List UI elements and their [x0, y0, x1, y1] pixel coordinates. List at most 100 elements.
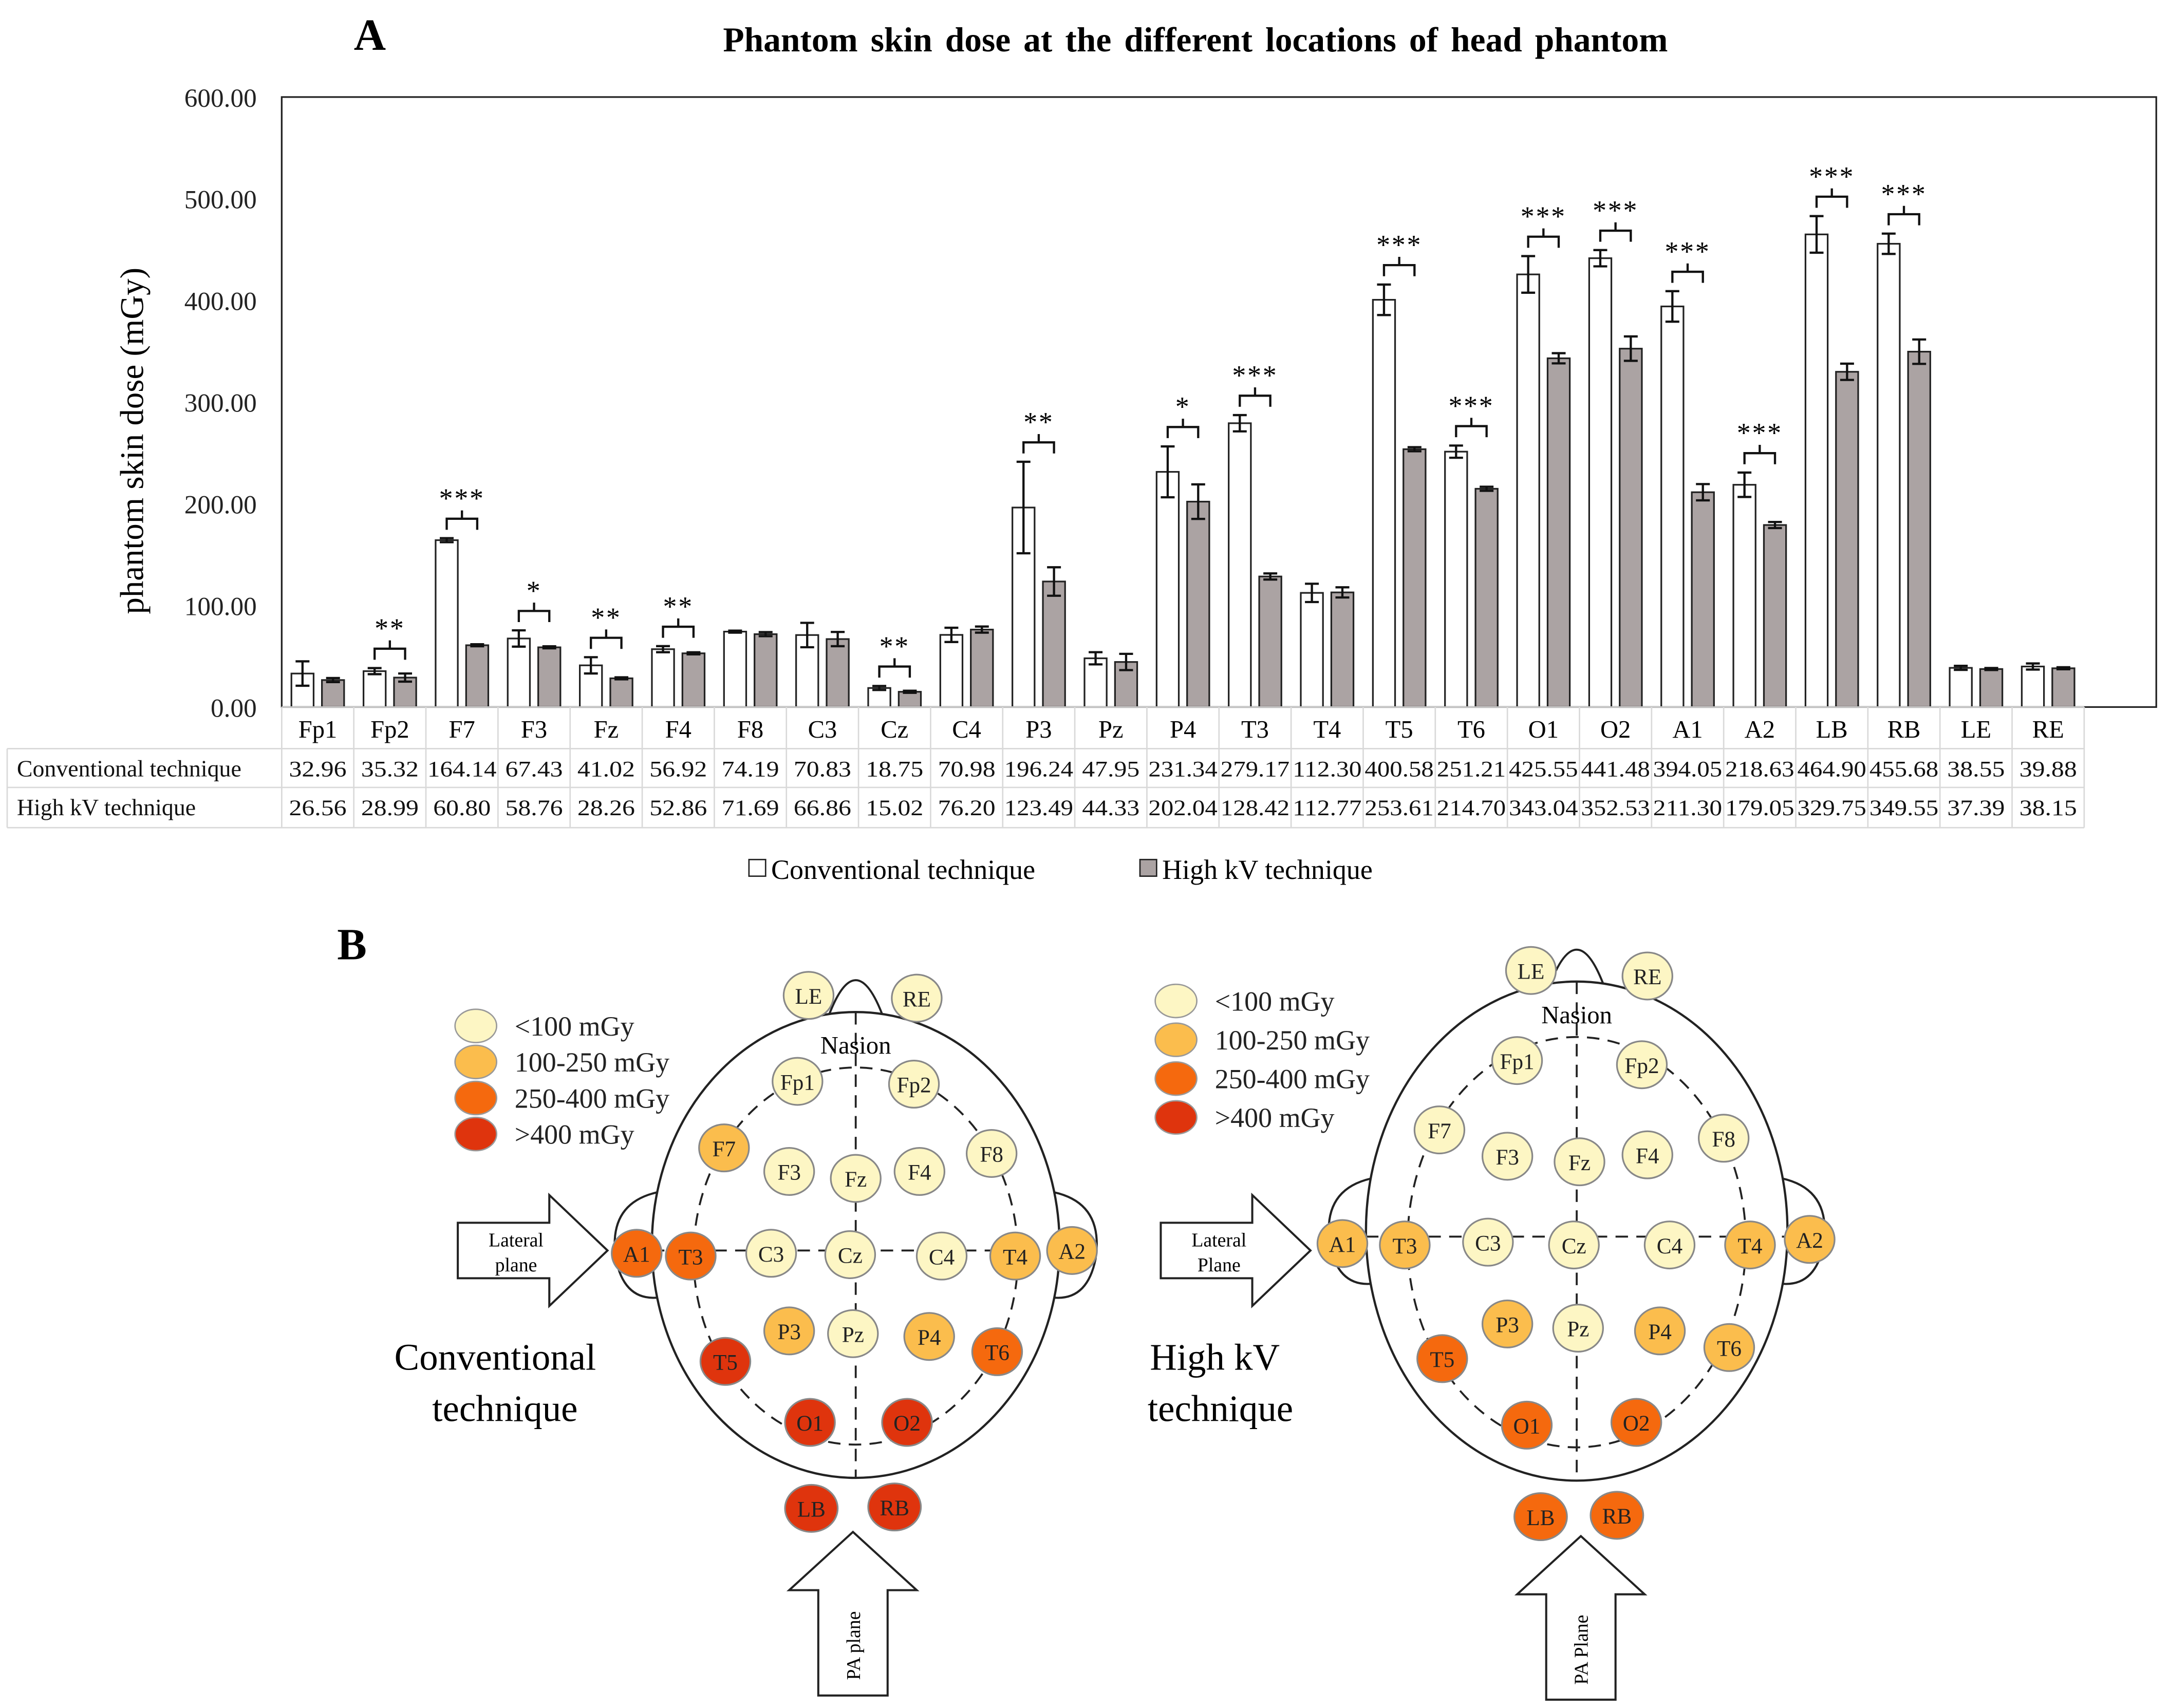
table-cell-conventional: 464.90: [1797, 757, 1866, 781]
head-diagram-conventional: Nasion <100 mGy 100-250 mGy 250-400 mGy >400…: [395, 971, 1098, 1697]
bar-conventional: [1300, 592, 1324, 708]
electrode-re: [891, 973, 943, 1023]
significance-stars: *: [1175, 391, 1191, 422]
electrode-c3: [1462, 1217, 1514, 1267]
chart-legend: Conventional technique High kV technique: [748, 854, 1373, 885]
bar-high-kv: [1979, 668, 2004, 708]
electrode-label: F7: [712, 1137, 736, 1161]
electrode-label: F4: [1636, 1144, 1659, 1168]
electrode-p4: [903, 1312, 955, 1361]
error-bar: [831, 631, 845, 648]
table-cell-high-kv: 112.77: [1293, 796, 1361, 820]
error-bar: [656, 645, 670, 653]
error-bar: [440, 537, 454, 543]
error-bar: [614, 676, 629, 681]
electrode-label: F4: [908, 1161, 931, 1185]
category-label: T4: [1313, 716, 1341, 743]
bar-high-kv: [1330, 591, 1355, 708]
significance-stars: *: [527, 575, 542, 606]
bar-conventional: [1083, 657, 1108, 708]
error-bar: [2026, 662, 2040, 671]
electrode-fp2: [1616, 1040, 1668, 1090]
category-label: Fz: [594, 716, 619, 743]
significance-stars: ***: [1665, 236, 1710, 267]
electrode-label: T6: [985, 1341, 1009, 1365]
table-row-label-conventional: Conventional technique: [17, 755, 241, 781]
error-bar: [1696, 483, 1710, 502]
table-cell-high-kv: 179.05: [1725, 796, 1794, 820]
error-bar: [398, 672, 413, 683]
error-bar: [1521, 255, 1536, 294]
significance-bracket: [445, 510, 479, 530]
category-label: P4: [1170, 716, 1196, 743]
electrode-label: C4: [929, 1245, 955, 1269]
electrode-pz: [1552, 1304, 1604, 1353]
legend-swatch-conventional: [748, 858, 766, 877]
table-cell-high-kv: 352.53: [1581, 796, 1650, 820]
electrode-label: F3: [777, 1161, 801, 1185]
legend-label: 100-250 mGy: [1215, 1025, 1370, 1056]
bar-high-kv: [970, 628, 994, 708]
electrode-label: T3: [1392, 1234, 1417, 1259]
significance-stars: ***: [1232, 360, 1278, 391]
electrode-label: Fp2: [896, 1074, 931, 1098]
electrode-lb: [784, 1484, 839, 1533]
electrode-fz: [830, 1154, 882, 1203]
table-cell-high-kv: 28.99: [361, 796, 419, 820]
electrode-rb: [867, 1482, 922, 1532]
bar-conventional: [362, 670, 387, 708]
bar-conventional: [1444, 451, 1468, 708]
electrode-rb: [1590, 1491, 1644, 1540]
significance-stars: **: [1023, 407, 1054, 438]
error-bar: [1335, 586, 1350, 599]
legend-label: 250-400 mGy: [1215, 1064, 1370, 1095]
table-cell-conventional: 56.92: [649, 757, 707, 781]
nose-outline: [827, 979, 885, 1018]
electrode-f4: [1621, 1130, 1673, 1179]
electrode-f4: [893, 1147, 946, 1196]
bar-high-kv: [754, 633, 778, 708]
bar-high-kv: [321, 679, 345, 708]
electrode-label: Cz: [838, 1244, 863, 1268]
electrode-f8: [965, 1129, 1018, 1178]
table-cell-conventional: 425.55: [1509, 757, 1578, 781]
bar-conventional: [1804, 233, 1829, 708]
electrode-label: Fp1: [1500, 1050, 1534, 1074]
electrode-label: RE: [1633, 965, 1661, 989]
bar-high-kv: [1835, 371, 1859, 708]
bar-conventional: [1372, 298, 1396, 708]
error-bar: [1737, 471, 1752, 498]
error-bar: [512, 629, 526, 648]
electrode-label: RB: [1602, 1505, 1632, 1529]
data-table: Conventional technique High kV technique F…: [6, 706, 2085, 829]
electrode-f3: [1481, 1132, 1534, 1181]
electrode-label: Pz: [1567, 1318, 1589, 1342]
bar-conventional: [1877, 242, 1901, 708]
legend-dot: [454, 1008, 498, 1043]
category-label: O1: [1528, 716, 1559, 743]
electrode-o2: [881, 1398, 933, 1447]
category-label: A1: [1672, 716, 1703, 743]
table-cell-conventional: 47.95: [1082, 757, 1139, 781]
table-cell-conventional: 218.63: [1725, 757, 1794, 781]
legend-label: 100-250 mGy: [515, 1047, 669, 1078]
y-tick-label: 600.00: [184, 84, 257, 113]
electrode-label: O2: [893, 1412, 921, 1436]
table-cell-high-kv: 60.80: [433, 796, 491, 820]
electrode-t3: [1379, 1221, 1431, 1270]
bar-high-kv: [465, 644, 490, 708]
electrode-label: O1: [1513, 1415, 1541, 1439]
electrode-t3: [665, 1231, 717, 1281]
electrode-label: C3: [758, 1243, 784, 1267]
table-cell-conventional: 231.34: [1148, 757, 1217, 781]
error-bar: [1768, 520, 1782, 530]
error-bar: [1119, 652, 1133, 671]
bars: ******** ****** ************* *************…: [290, 161, 2075, 708]
electrode-label: LB: [797, 1498, 826, 1522]
bar-conventional: [1155, 471, 1180, 708]
significance-stars: ***: [1448, 390, 1494, 421]
electrode-le: [782, 971, 835, 1020]
electrode-label: Cz: [1562, 1234, 1586, 1259]
significance-stars: ***: [1593, 195, 1638, 226]
error-bar: [542, 645, 556, 650]
